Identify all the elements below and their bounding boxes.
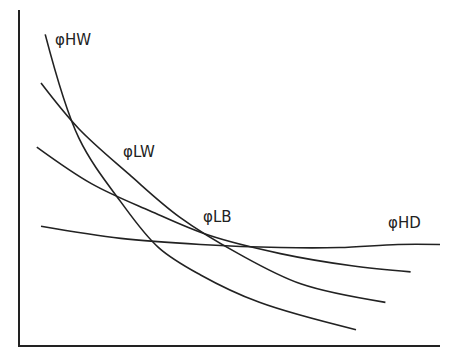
svg-text:φLB: φLB <box>203 208 232 226</box>
svg-text:φHW: φHW <box>55 31 91 49</box>
svg-text:φLW: φLW <box>123 143 155 161</box>
svg-text:φHD: φHD <box>388 214 421 232</box>
